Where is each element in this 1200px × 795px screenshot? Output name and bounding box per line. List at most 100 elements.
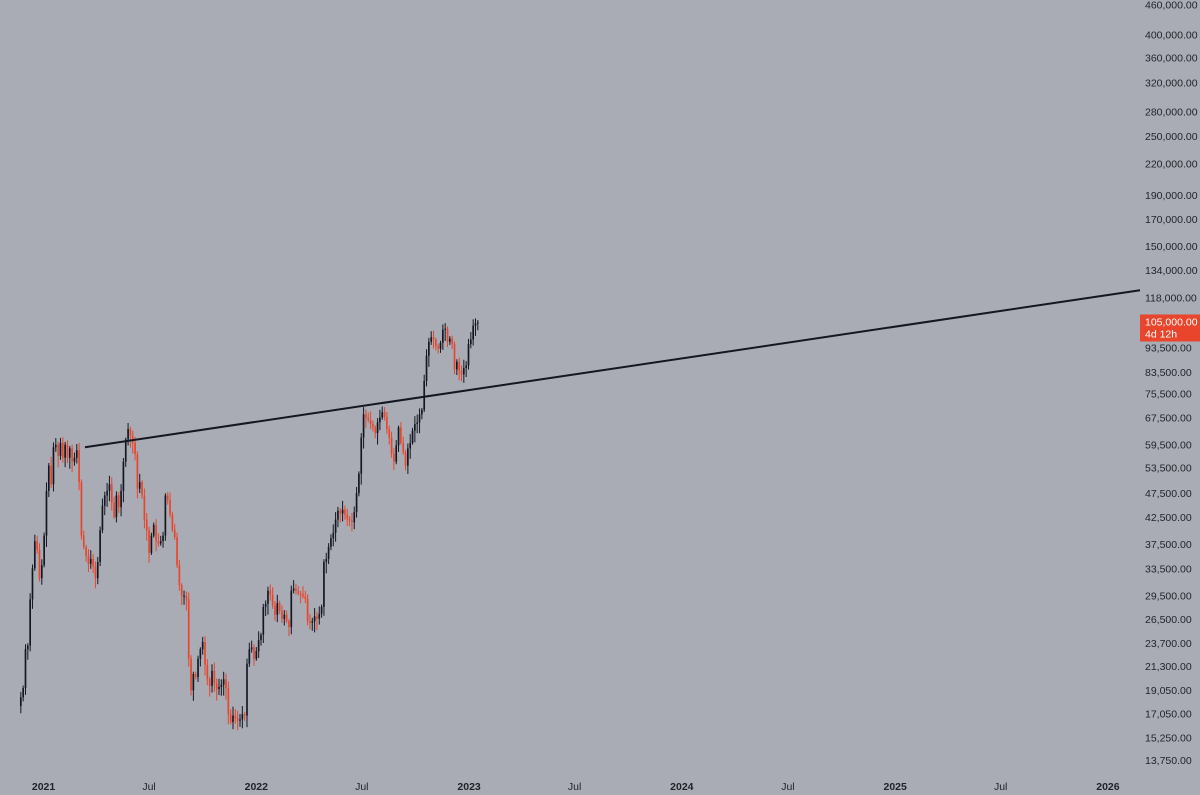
- candle: [180, 583, 183, 605]
- candle-body: [24, 649, 27, 689]
- candle: [64, 441, 66, 468]
- candle-body: [425, 355, 428, 382]
- candle: [234, 709, 237, 724]
- candle-body: [474, 323, 477, 326]
- price-tick-label: 320,000.00: [1145, 78, 1198, 90]
- candle-body: [89, 558, 92, 564]
- candle: [316, 611, 318, 630]
- candle-body: [190, 658, 192, 691]
- candle-body: [313, 616, 316, 622]
- candle: [36, 535, 38, 554]
- candle-body: [246, 663, 248, 716]
- candle: [402, 436, 405, 455]
- candles-layer: [19, 318, 479, 731]
- candle: [462, 359, 465, 383]
- candle: [138, 473, 141, 494]
- candle-body: [430, 337, 433, 342]
- current-price-tag-bg: [1140, 314, 1200, 342]
- candle: [152, 522, 155, 538]
- candle-body: [264, 603, 267, 607]
- candle-body: [236, 718, 239, 721]
- candle: [246, 658, 248, 728]
- candle-body: [234, 715, 237, 719]
- candle-body: [36, 541, 38, 550]
- candle: [241, 706, 244, 729]
- candle: [145, 513, 148, 541]
- candle-body: [271, 594, 274, 606]
- candle-body: [113, 502, 115, 518]
- candle-body: [283, 614, 286, 619]
- candle-body: [187, 599, 190, 659]
- candle-body: [269, 590, 272, 595]
- candle: [416, 414, 419, 434]
- candle-body: [295, 588, 297, 591]
- candle: [80, 479, 83, 540]
- candle-body: [232, 715, 234, 723]
- candle: [423, 374, 426, 413]
- candle-body: [66, 444, 69, 458]
- candle-body: [367, 417, 370, 420]
- candle-body: [297, 590, 300, 594]
- candle: [348, 516, 351, 527]
- candle-body: [278, 603, 281, 611]
- candle-body: [215, 683, 218, 690]
- candle: [397, 425, 400, 452]
- candle: [31, 564, 34, 609]
- candle: [334, 512, 337, 542]
- candle: [458, 357, 461, 381]
- candle: [260, 632, 262, 646]
- candle-body: [276, 603, 279, 615]
- time-tick-label: Jul: [142, 781, 155, 793]
- candle-body: [369, 419, 372, 425]
- candle-body: [281, 610, 283, 619]
- time-tick-label: 2026: [1096, 781, 1120, 793]
- candle-body: [469, 339, 472, 345]
- candle: [278, 600, 281, 615]
- candle-body: [288, 621, 290, 628]
- candle: [185, 591, 188, 611]
- candle-body: [362, 414, 365, 438]
- candle-body: [57, 444, 59, 456]
- candle: [407, 443, 409, 474]
- candle-body: [260, 634, 262, 641]
- candle-body: [395, 445, 398, 462]
- time-axis[interactable]: 2021 Jul 2022 Jul 2023 Jul 2024 Jul 2025 Jul 2026: [32, 781, 1120, 793]
- candle: [229, 709, 232, 725]
- price-tick-label: 13,750.00: [1145, 755, 1192, 767]
- candle-body: [150, 535, 153, 553]
- candle: [449, 336, 451, 345]
- candle: [325, 552, 328, 574]
- candle: [24, 644, 27, 695]
- candle: [306, 594, 309, 626]
- price-tick-label: 23,700.00: [1145, 638, 1192, 650]
- candle: [66, 440, 69, 463]
- candle-body: [320, 606, 323, 614]
- candle-body: [222, 679, 225, 685]
- candle-body: [388, 429, 391, 438]
- trend-line[interactable]: [84, 289, 1141, 449]
- price-axis[interactable]: 460,000.00 400,000.00 360,000.00 320,000.00…: [1145, 0, 1198, 767]
- candle: [297, 586, 300, 596]
- candle: [330, 534, 332, 551]
- candle: [38, 543, 41, 582]
- candle: [22, 685, 24, 702]
- price-tick-label: 93,500.00: [1145, 342, 1192, 354]
- candle-body: [206, 664, 209, 680]
- candle: [474, 318, 477, 336]
- candle: [239, 713, 241, 727]
- time-tick-label: 2023: [457, 781, 481, 793]
- candle: [432, 330, 435, 349]
- current-price-value: 105,000.00: [1145, 316, 1198, 328]
- candle: [192, 671, 195, 701]
- candle: [159, 535, 162, 546]
- candle-body: [155, 524, 157, 542]
- candle: [54, 438, 57, 452]
- candle: [78, 442, 80, 491]
- candle-body: [386, 417, 388, 430]
- candle-body: [325, 558, 328, 562]
- candle: [400, 422, 402, 445]
- candle: [106, 482, 108, 507]
- candle: [460, 365, 463, 382]
